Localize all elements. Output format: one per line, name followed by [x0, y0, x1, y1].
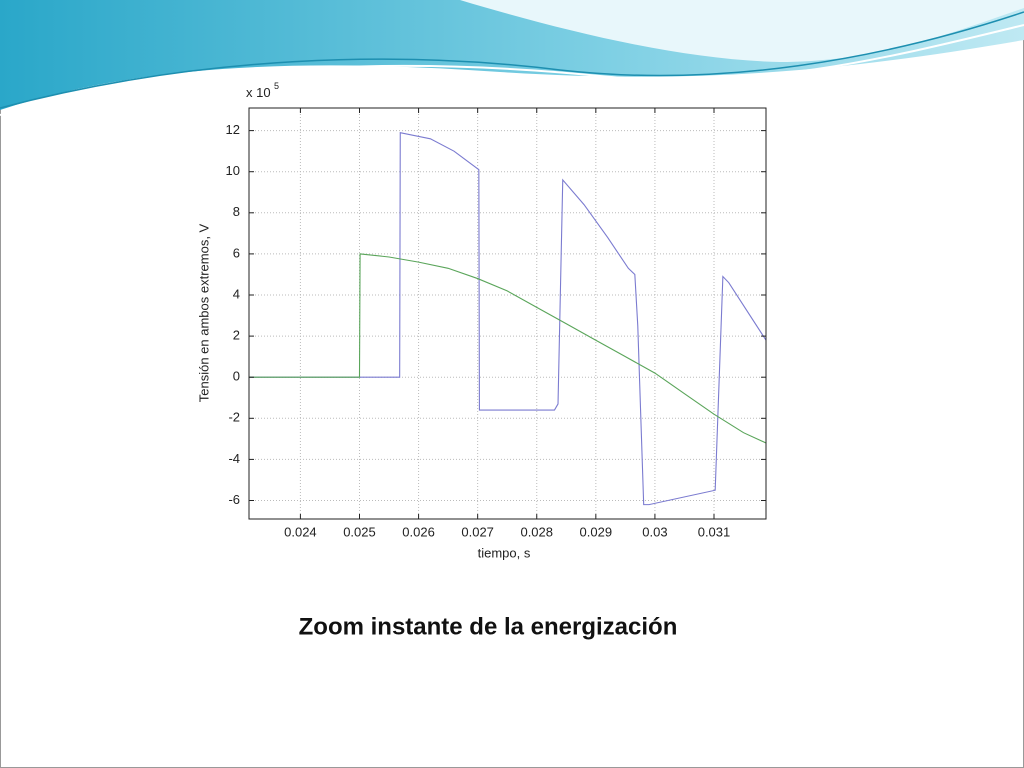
- x-tick-label: 0.031: [698, 524, 731, 539]
- y-multiplier-exponent: 5: [274, 81, 279, 91]
- x-axis-label: tiempo, s: [478, 545, 531, 560]
- y-tick-label: 8: [233, 204, 240, 219]
- y-tick-label: 2: [233, 328, 240, 343]
- y-tick-label: 10: [226, 163, 240, 178]
- chart-title: Zoom instante de la energización: [299, 613, 678, 640]
- y-tick-label: -2: [228, 410, 240, 425]
- y-tick-label: -4: [228, 451, 240, 466]
- ticks: 0.024 0.025 0.026 0.027 0.028 0.029 0.03 0.031 -…: [226, 108, 766, 539]
- grid: [249, 108, 766, 519]
- data-line: [249, 253, 767, 444]
- header-line: [0, 11, 1024, 109]
- lines: [249, 131, 767, 506]
- y-tick-label: 0: [233, 369, 240, 384]
- header-wave-light: [460, 0, 1024, 62]
- data-line: [249, 131, 767, 506]
- x-tick-label: 0.029: [580, 524, 613, 539]
- x-tick-label: 0.026: [402, 524, 435, 539]
- y-tick-label: -6: [228, 492, 240, 507]
- y-tick-label: 12: [226, 122, 240, 137]
- plot-area: [249, 108, 766, 519]
- x-tick-label: 0.025: [343, 524, 376, 539]
- y-tick-label: 6: [233, 245, 240, 260]
- header-line: [0, 24, 1024, 116]
- x-tick-label: 0.027: [461, 524, 494, 539]
- y-multiplier: x 10: [246, 85, 271, 100]
- x-tick-label: 0.03: [642, 524, 667, 539]
- x-tick-label: 0.028: [520, 524, 553, 539]
- x-tick-label: 0.024: [284, 524, 317, 539]
- y-axis-label: Tensión en ambos extremos, V: [196, 223, 211, 402]
- y-tick-label: 4: [233, 286, 240, 301]
- plot-frame: [248, 107, 767, 520]
